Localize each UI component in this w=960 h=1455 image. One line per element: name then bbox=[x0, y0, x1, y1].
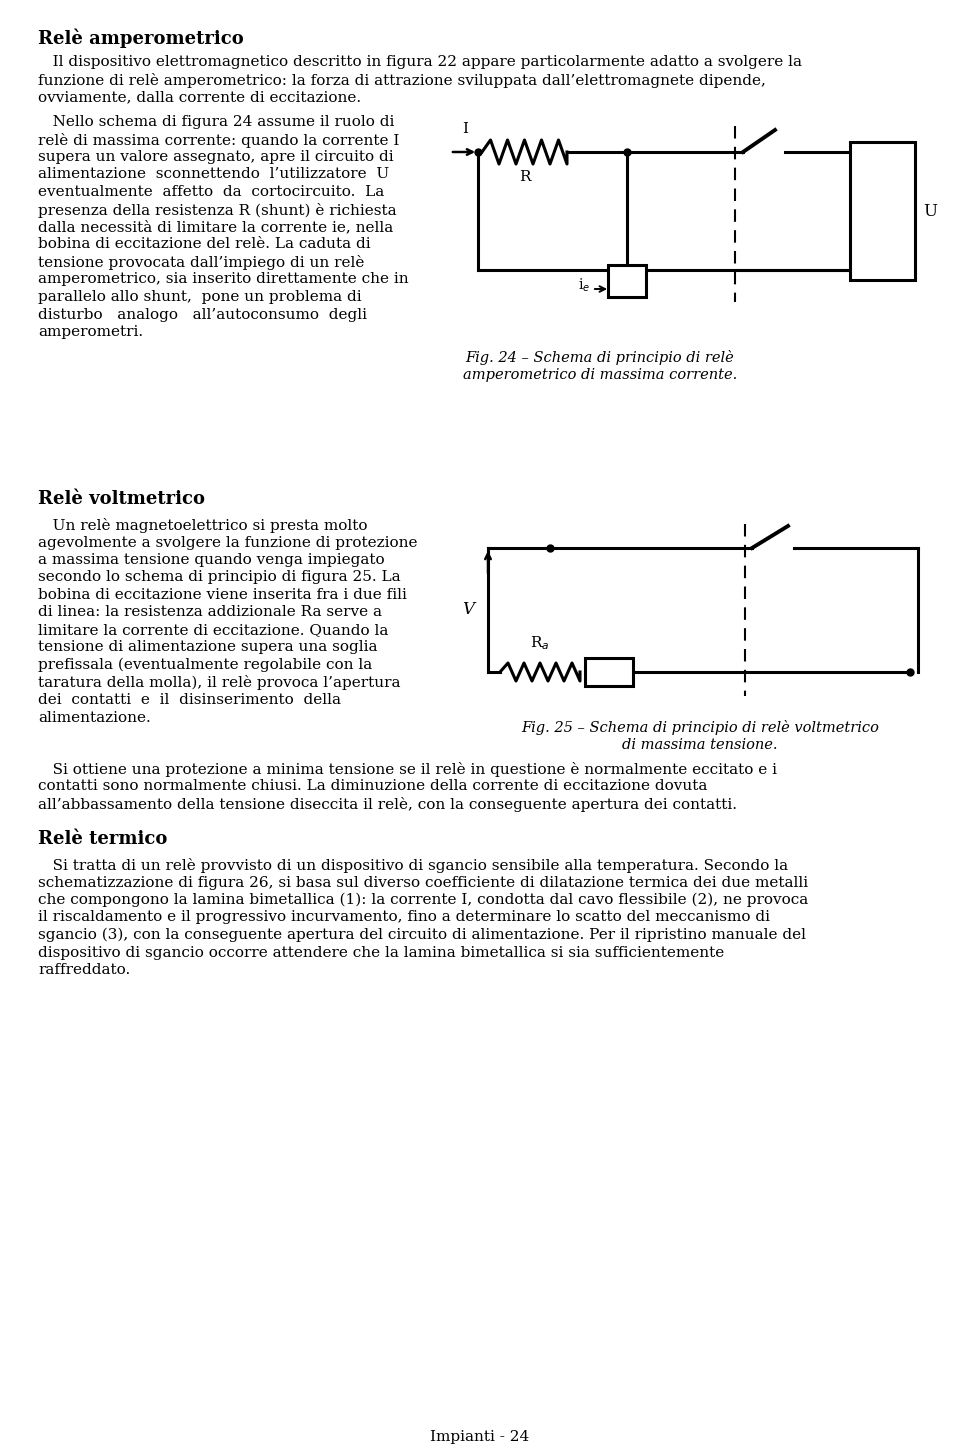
Text: Si ottiene una protezione a minima tensione se il relè in questione è normalment: Si ottiene una protezione a minima tensi… bbox=[38, 762, 777, 777]
Text: taratura della molla), il relè provoca l’apertura: taratura della molla), il relè provoca l… bbox=[38, 675, 400, 691]
Text: agevolmente a svolgere la funzione di protezione: agevolmente a svolgere la funzione di pr… bbox=[38, 535, 418, 550]
Text: secondo lo schema di principio di figura 25. La: secondo lo schema di principio di figura… bbox=[38, 570, 400, 585]
Text: Un relè magnetoelettrico si presta molto: Un relè magnetoelettrico si presta molto bbox=[38, 518, 368, 533]
Text: prefissala (eventualmente regolabile con la: prefissala (eventualmente regolabile con… bbox=[38, 658, 372, 672]
Text: V: V bbox=[462, 601, 474, 618]
Text: dalla necessità di limitare la corrente ie, nella: dalla necessità di limitare la corrente … bbox=[38, 220, 394, 234]
Text: schematizzazione di figura 26, si basa sul diverso coefficiente di dilatazione t: schematizzazione di figura 26, si basa s… bbox=[38, 876, 808, 889]
Text: R$_a$: R$_a$ bbox=[530, 634, 550, 652]
Text: Fig. 24 – Schema di principio di relè: Fig. 24 – Schema di principio di relè bbox=[466, 351, 734, 365]
Text: ovviamente, dalla corrente di eccitazione.: ovviamente, dalla corrente di eccitazion… bbox=[38, 90, 361, 103]
Text: contatti sono normalmente chiusi. La diminuzione della corrente di eccitazione d: contatti sono normalmente chiusi. La dim… bbox=[38, 780, 708, 793]
Text: amperometri.: amperometri. bbox=[38, 324, 143, 339]
Text: all’abbassamento della tensione diseccita il relè, con la conseguente apertura d: all’abbassamento della tensione diseccit… bbox=[38, 797, 737, 812]
Text: bobina di eccitazione del relè. La caduta di: bobina di eccitazione del relè. La cadut… bbox=[38, 237, 371, 252]
Text: parallelo allo shunt,  pone un problema di: parallelo allo shunt, pone un problema d… bbox=[38, 290, 362, 304]
Text: a massima tensione quando venga impiegato: a massima tensione quando venga impiegat… bbox=[38, 553, 385, 567]
Text: U: U bbox=[923, 202, 937, 220]
Text: relè di massima corrente: quando la corrente I: relè di massima corrente: quando la corr… bbox=[38, 132, 399, 147]
Bar bbox=[850, 143, 915, 279]
Text: limitare la corrente di eccitazione. Quando la: limitare la corrente di eccitazione. Qua… bbox=[38, 623, 389, 637]
Text: Relè amperometrico: Relè amperometrico bbox=[38, 28, 244, 48]
Text: disturbo   analogo   all’autoconsumo  degli: disturbo analogo all’autoconsumo degli bbox=[38, 307, 367, 322]
Text: amperometrico, sia inserito direttamente che in: amperometrico, sia inserito direttamente… bbox=[38, 272, 409, 287]
Text: dispositivo di sgancio occorre attendere che la lamina bimetallica si sia suffic: dispositivo di sgancio occorre attendere… bbox=[38, 946, 724, 959]
Text: amperometrico di massima corrente.: amperometrico di massima corrente. bbox=[463, 368, 737, 383]
Text: raffreddato.: raffreddato. bbox=[38, 963, 131, 976]
Text: Impianti - 24: Impianti - 24 bbox=[430, 1430, 530, 1443]
Text: Si tratta di un relè provvisto di un dispositivo di sgancio sensibile alla tempe: Si tratta di un relè provvisto di un dis… bbox=[38, 858, 788, 873]
Bar bbox=[585, 658, 633, 685]
Text: alimentazione.: alimentazione. bbox=[38, 710, 151, 725]
Text: I: I bbox=[462, 122, 468, 135]
Text: eventualmente  affetto  da  cortocircuito.  La: eventualmente affetto da cortocircuito. … bbox=[38, 185, 384, 199]
Text: dei  contatti  e  il  disinserimento  della: dei contatti e il disinserimento della bbox=[38, 693, 341, 707]
Bar bbox=[608, 265, 646, 297]
Text: che compongono la lamina bimetallica (1): la corrente I, condotta dal cavo fless: che compongono la lamina bimetallica (1)… bbox=[38, 893, 808, 908]
Text: sgancio (3), con la conseguente apertura del circuito di alimentazione. Per il r: sgancio (3), con la conseguente apertura… bbox=[38, 928, 806, 943]
Text: il riscaldamento e il progressivo incurvamento, fino a determinare lo scatto del: il riscaldamento e il progressivo incurv… bbox=[38, 911, 770, 924]
Text: Il dispositivo elettromagnetico descritto in figura 22 appare particolarmente ad: Il dispositivo elettromagnetico descritt… bbox=[38, 55, 802, 68]
Text: Fig. 25 – Schema di principio di relè voltmetrico: Fig. 25 – Schema di principio di relè vo… bbox=[521, 720, 879, 735]
Text: tensione di alimentazione supera una soglia: tensione di alimentazione supera una sog… bbox=[38, 640, 377, 655]
Text: i$_e$: i$_e$ bbox=[578, 276, 590, 294]
Text: presenza della resistenza R (shunt) è richiesta: presenza della resistenza R (shunt) è ri… bbox=[38, 202, 396, 217]
Text: R: R bbox=[518, 170, 530, 183]
Text: bobina di eccitazione viene inserita fra i due fili: bobina di eccitazione viene inserita fra… bbox=[38, 588, 407, 602]
Text: funzione di relè amperometrico: la forza di attrazione sviluppata dall’elettroma: funzione di relè amperometrico: la forza… bbox=[38, 73, 766, 87]
Text: Relè voltmetrico: Relè voltmetrico bbox=[38, 490, 205, 508]
Text: Nello schema di figura 24 assume il ruolo di: Nello schema di figura 24 assume il ruol… bbox=[38, 115, 395, 129]
Text: di massima tensione.: di massima tensione. bbox=[622, 738, 778, 752]
Text: Relè termico: Relè termico bbox=[38, 829, 167, 848]
Text: di linea: la resistenza addizionale Ra serve a: di linea: la resistenza addizionale Ra s… bbox=[38, 605, 382, 620]
Text: alimentazione  sconnettendo  l’utilizzatore  U: alimentazione sconnettendo l’utilizzator… bbox=[38, 167, 389, 182]
Text: supera un valore assegnato, apre il circuito di: supera un valore assegnato, apre il circ… bbox=[38, 150, 394, 164]
Text: tensione provocata dall’impiego di un relè: tensione provocata dall’impiego di un re… bbox=[38, 255, 365, 271]
